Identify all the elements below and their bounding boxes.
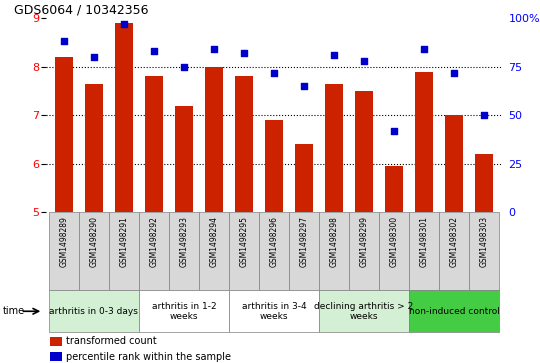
Bar [325, 84, 343, 212]
FancyBboxPatch shape [259, 212, 289, 290]
Text: GSM1498302: GSM1498302 [450, 216, 458, 267]
Text: GSM1498298: GSM1498298 [329, 216, 339, 267]
Text: GSM1498292: GSM1498292 [150, 216, 158, 267]
Bar [115, 23, 133, 212]
Point [150, 48, 158, 54]
Point [300, 83, 308, 89]
Bar [385, 166, 403, 212]
FancyBboxPatch shape [319, 212, 349, 290]
FancyBboxPatch shape [319, 290, 409, 332]
Point [240, 50, 248, 56]
Text: declining arthritis > 2
weeks: declining arthritis > 2 weeks [314, 302, 414, 321]
FancyBboxPatch shape [49, 212, 79, 290]
Point [360, 58, 368, 64]
FancyBboxPatch shape [169, 212, 199, 290]
Text: percentile rank within the sample: percentile rank within the sample [66, 352, 232, 362]
Point [90, 54, 98, 60]
Text: GSM1498300: GSM1498300 [390, 216, 399, 268]
Point [330, 52, 339, 58]
Text: arthritis in 3-4
weeks: arthritis in 3-4 weeks [242, 302, 306, 321]
FancyBboxPatch shape [349, 212, 379, 290]
FancyBboxPatch shape [109, 212, 139, 290]
Bar [355, 91, 373, 212]
Text: arthritis in 1-2
weeks: arthritis in 1-2 weeks [152, 302, 217, 321]
FancyBboxPatch shape [229, 290, 319, 332]
Point [420, 46, 428, 52]
Bar [235, 77, 253, 212]
Point [180, 64, 188, 70]
Point [480, 113, 489, 118]
FancyBboxPatch shape [49, 290, 139, 332]
Point [390, 128, 399, 134]
Text: GSM1498289: GSM1498289 [59, 216, 69, 267]
Bar [175, 106, 193, 212]
FancyBboxPatch shape [289, 212, 319, 290]
Bar [205, 67, 223, 212]
Bar [50, 337, 62, 346]
FancyBboxPatch shape [439, 212, 469, 290]
Text: time: time [3, 306, 25, 316]
Text: GDS6064 / 10342356: GDS6064 / 10342356 [14, 4, 148, 17]
Bar [445, 115, 463, 212]
Text: arthritis in 0-3 days: arthritis in 0-3 days [50, 307, 138, 316]
Point [270, 70, 279, 76]
Bar [265, 120, 283, 212]
Bar [55, 57, 73, 212]
Text: GSM1498301: GSM1498301 [420, 216, 429, 267]
FancyBboxPatch shape [379, 212, 409, 290]
Point [450, 70, 458, 76]
Text: GSM1498290: GSM1498290 [90, 216, 98, 267]
FancyBboxPatch shape [79, 212, 109, 290]
FancyBboxPatch shape [409, 212, 439, 290]
Text: GSM1498299: GSM1498299 [360, 216, 369, 267]
FancyBboxPatch shape [409, 290, 499, 332]
Bar [415, 72, 433, 212]
Bar [295, 144, 313, 212]
Bar [475, 154, 493, 212]
Bar [145, 77, 163, 212]
FancyBboxPatch shape [469, 212, 499, 290]
Text: GSM1498295: GSM1498295 [240, 216, 248, 267]
FancyBboxPatch shape [139, 290, 229, 332]
Point [210, 46, 218, 52]
Text: GSM1498297: GSM1498297 [300, 216, 308, 267]
Text: GSM1498294: GSM1498294 [210, 216, 219, 267]
FancyBboxPatch shape [139, 212, 169, 290]
Text: non-induced control: non-induced control [409, 307, 500, 316]
FancyBboxPatch shape [229, 212, 259, 290]
Point [120, 21, 129, 27]
Text: GSM1498296: GSM1498296 [269, 216, 279, 267]
Text: GSM1498303: GSM1498303 [480, 216, 489, 268]
Point [59, 38, 68, 44]
Text: GSM1498291: GSM1498291 [119, 216, 129, 267]
Bar [85, 84, 103, 212]
FancyBboxPatch shape [199, 212, 229, 290]
Bar [50, 352, 62, 362]
Text: GSM1498293: GSM1498293 [179, 216, 188, 267]
Text: transformed count: transformed count [66, 337, 157, 346]
